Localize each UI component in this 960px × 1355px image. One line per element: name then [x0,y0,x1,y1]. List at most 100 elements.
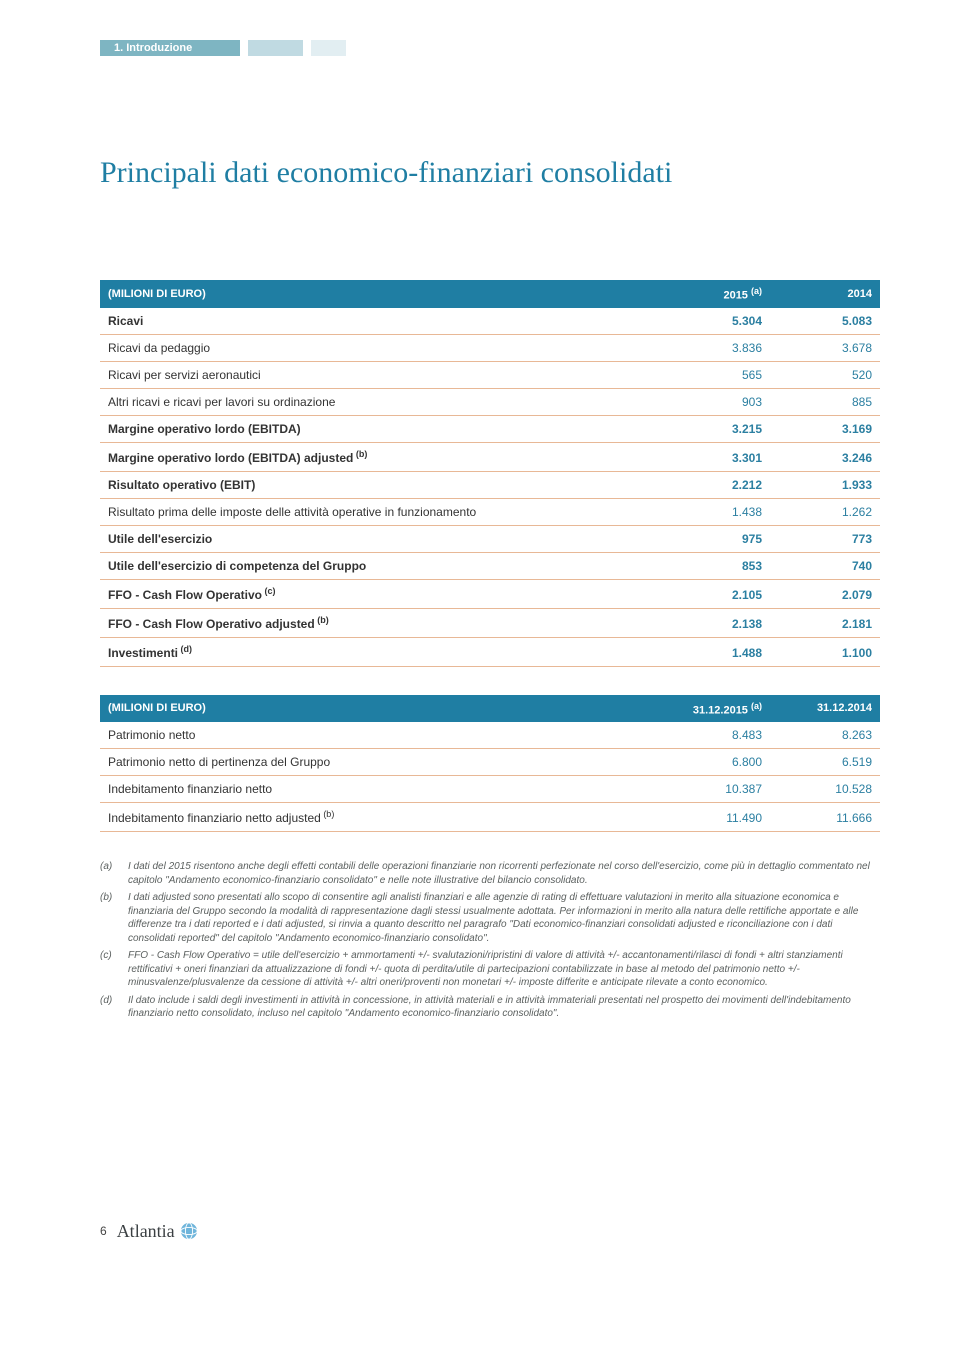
footnote-text: Il dato include i saldi degli investimen… [128,994,880,1021]
row-label: FFO - Cash Flow Operativo adjusted (b) [100,608,660,637]
footnote-tag: (d) [100,994,122,1021]
page-title: Principali dati economico-finanziari con… [100,156,880,190]
row-value-2: 6.519 [770,749,880,776]
row-label: FFO - Cash Flow Operativo (c) [100,579,660,608]
row-value-2: 3.246 [770,442,880,471]
row-value-2: 10.528 [770,776,880,803]
row-label: Indebitamento finanziario netto [100,776,660,803]
table-row: Ricavi5.3045.083 [100,308,880,335]
table-row: Patrimonio netto di pertinenza del Grupp… [100,749,880,776]
row-label: Patrimonio netto di pertinenza del Grupp… [100,749,660,776]
row-value-1: 565 [660,361,770,388]
page-number: 6 [100,1224,107,1238]
brand-name: Atlantia [117,1221,175,1242]
row-value-2: 773 [770,525,880,552]
row-label: Utile dell'esercizio di competenza del G… [100,552,660,579]
row-value-2: 11.666 [770,803,880,832]
table-row: Utile dell'esercizio di competenza del G… [100,552,880,579]
t1-header-col2: 2014 [770,280,880,308]
table-row: Indebitamento finanziario netto adjusted… [100,803,880,832]
row-value-1: 3.301 [660,442,770,471]
chapter-label-block: 1. Introduzione [100,40,240,56]
t2-header-col2: 31.12.2014 [770,695,880,723]
row-label: Risultato prima delle imposte delle atti… [100,498,660,525]
row-label: Ricavi da pedaggio [100,334,660,361]
row-value-1: 10.387 [660,776,770,803]
table-row: Patrimonio netto8.4838.263 [100,722,880,749]
table-row: Indebitamento finanziario netto10.38710.… [100,776,880,803]
row-value-1: 2.138 [660,608,770,637]
footnote-text: I dati del 2015 risentono anche degli ef… [128,860,880,887]
row-value-1: 1.438 [660,498,770,525]
row-value-2: 885 [770,388,880,415]
financials-table-2: (MILIONI DI EURO) 31.12.2015 (a) 31.12.2… [100,695,880,833]
table-row: Risultato prima delle imposte delle atti… [100,498,880,525]
table-row: FFO - Cash Flow Operativo adjusted (b)2.… [100,608,880,637]
table-row: Margine operativo lordo (EBITDA) adjuste… [100,442,880,471]
row-value-1: 3.215 [660,415,770,442]
globe-icon [180,1222,198,1240]
table-row: Altri ricavi e ricavi per lavori su ordi… [100,388,880,415]
table-row: Utile dell'esercizio975773 [100,525,880,552]
row-value-1: 11.490 [660,803,770,832]
row-value-1: 2.212 [660,471,770,498]
row-value-1: 5.304 [660,308,770,335]
row-label: Indebitamento finanziario netto adjusted… [100,803,660,832]
row-value-2: 1.100 [770,637,880,666]
row-label: Utile dell'esercizio [100,525,660,552]
row-value-1: 2.105 [660,579,770,608]
row-value-1: 853 [660,552,770,579]
t1-header-col1: 2015 (a) [660,280,770,308]
table-row: Risultato operativo (EBIT)2.2121.933 [100,471,880,498]
row-value-1: 3.836 [660,334,770,361]
row-value-2: 2.181 [770,608,880,637]
page-footer: 6 Atlantia [100,1221,880,1242]
row-label: Patrimonio netto [100,722,660,749]
row-value-2: 520 [770,361,880,388]
row-value-2: 740 [770,552,880,579]
footnote-tag: (b) [100,891,122,945]
row-label: Investimenti (d) [100,637,660,666]
row-label: Ricavi [100,308,660,335]
table-row: FFO - Cash Flow Operativo (c)2.1052.079 [100,579,880,608]
table-row: Ricavi per servizi aeronautici565520 [100,361,880,388]
footnote-tag: (c) [100,949,122,990]
footnote-text: FFO - Cash Flow Operativo = utile dell'e… [128,949,880,990]
row-value-2: 3.678 [770,334,880,361]
row-value-2: 2.079 [770,579,880,608]
t2-header-col1: 31.12.2015 (a) [660,695,770,723]
brand-logo: Atlantia [117,1221,198,1242]
row-value-1: 903 [660,388,770,415]
row-label: Margine operativo lordo (EBITDA) adjuste… [100,442,660,471]
footnote: (d) Il dato include i saldi degli investi… [100,994,880,1021]
t1-header-label: (MILIONI DI EURO) [100,280,660,308]
row-label: Risultato operativo (EBIT) [100,471,660,498]
footnote: (c) FFO - Cash Flow Operativo = utile del… [100,949,880,990]
footnote: (b) I dati adjusted sono presentati allo … [100,891,880,945]
row-value-2: 5.083 [770,308,880,335]
footnote: (a) I dati del 2015 risentono anche degli… [100,860,880,887]
row-value-2: 1.933 [770,471,880,498]
row-label: Margine operativo lordo (EBITDA) [100,415,660,442]
table-row: Ricavi da pedaggio3.8363.678 [100,334,880,361]
footnote-tag: (a) [100,860,122,887]
footnotes: (a) I dati del 2015 risentono anche degli… [100,860,880,1021]
table-row: Margine operativo lordo (EBITDA)3.2153.1… [100,415,880,442]
chapter-band: 1. Introduzione [100,40,880,56]
financials-table-1: (MILIONI DI EURO) 2015 (a) 2014 Ricavi5.… [100,280,880,667]
chapter-band-accent1 [248,40,303,56]
row-label: Altri ricavi e ricavi per lavori su ordi… [100,388,660,415]
footnote-text: I dati adjusted sono presentati allo sco… [128,891,880,945]
row-value-2: 8.263 [770,722,880,749]
row-value-2: 1.262 [770,498,880,525]
table-row: Investimenti (d)1.4881.100 [100,637,880,666]
row-value-1: 6.800 [660,749,770,776]
t2-header-label: (MILIONI DI EURO) [100,695,660,723]
chapter-label: 1. Introduzione [114,42,192,54]
row-value-1: 8.483 [660,722,770,749]
row-value-2: 3.169 [770,415,880,442]
chapter-band-accent2 [311,40,346,56]
row-label: Ricavi per servizi aeronautici [100,361,660,388]
row-value-1: 1.488 [660,637,770,666]
row-value-1: 975 [660,525,770,552]
